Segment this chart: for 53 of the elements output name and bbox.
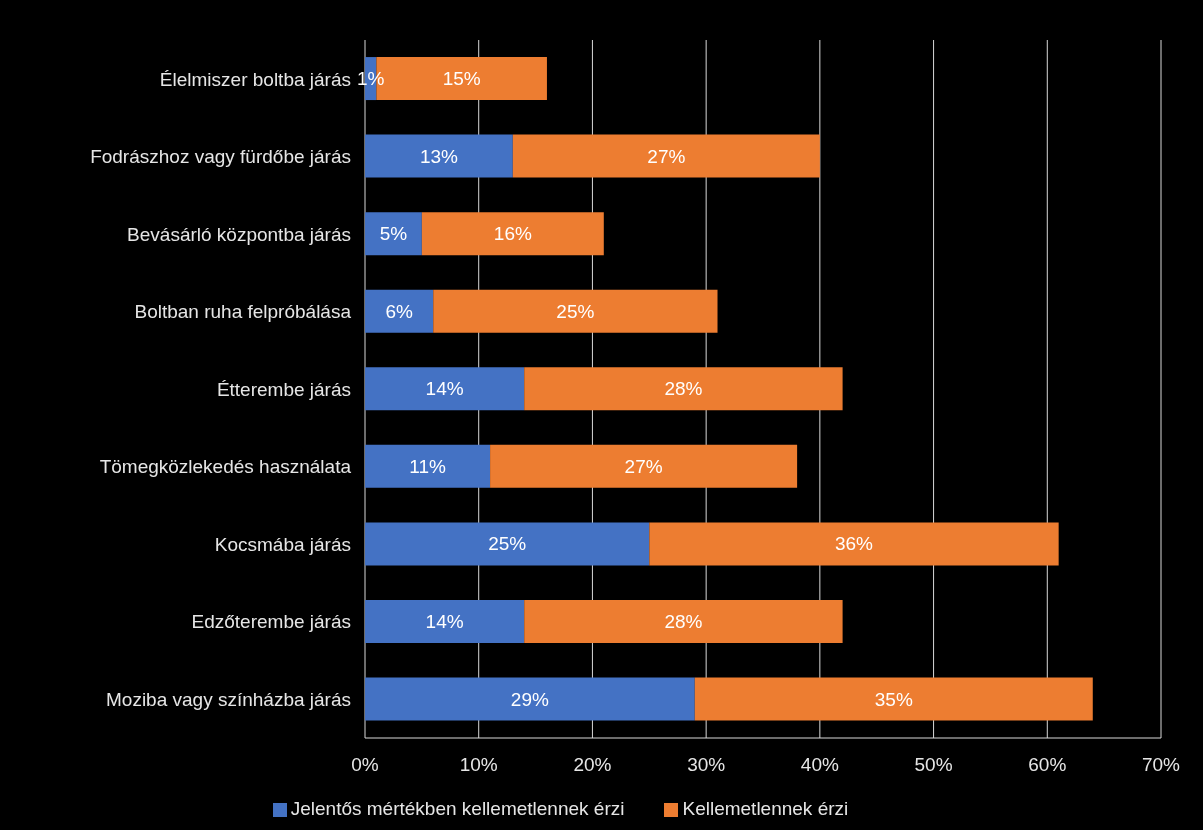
data-label: 29% [510,688,549,710]
data-label: 36% [834,533,874,555]
bar [694,677,1093,721]
data-label: 28% [664,378,703,400]
data-label: 35% [874,688,913,710]
bar [365,522,650,566]
data-label: 15% [442,68,481,90]
x-tick-label: 20% [573,754,612,776]
bar [365,677,695,721]
bar [512,134,820,178]
bar [365,367,525,411]
x-tick-label: 70% [1141,754,1181,776]
bar [490,444,798,488]
data-label: 28% [664,610,703,632]
bar [433,289,718,333]
data-label: 11% [409,455,446,477]
data-label: 27% [647,145,686,167]
data-label: 25% [488,533,527,555]
y-tick-label: Élelmiszer boltba járás [159,68,351,90]
bar [524,367,843,411]
data-label: 27% [624,455,663,477]
y-tick-label: Tömegközlekedés használata [99,456,352,478]
y-tick-label: Moziba vagy színházba járás [105,688,351,710]
y-tick-label: Kocsmába járás [214,533,351,555]
x-tick-label: 50% [914,754,953,776]
y-tick-label: Étterembe járás [216,378,351,400]
data-label: 14% [425,378,464,400]
legend-label: Kellemetlennek érzi [682,798,849,819]
data-label: 1% [356,68,385,90]
x-tick-label: 30% [687,754,726,776]
bar [421,212,604,256]
data-label: 13% [419,145,459,167]
data-label: 6% [385,300,413,322]
y-tick-label: Boltban ruha felpróbálása [134,301,352,323]
bar [365,599,525,643]
bar [365,134,513,178]
bar [649,522,1059,566]
data-label: 16% [493,223,532,245]
x-tick-label: 10% [459,754,498,776]
y-tick-label: Edzőterembe járás [191,611,351,633]
data-label: 25% [556,300,595,322]
x-tick-label: 0% [351,754,379,776]
bar [365,444,491,488]
x-tick-label: 40% [800,754,839,776]
data-label: 14% [425,610,464,632]
legend-label: Jelentős mértékben kellemetlennek érzi [290,798,625,819]
x-tick-label: 60% [1028,754,1067,776]
y-tick-label: Fodrászhoz vagy fürdőbe járás [90,146,351,168]
bar [365,289,434,333]
data-label: 5% [379,223,408,245]
bar [524,599,843,643]
bar [365,212,422,256]
y-tick-label: Bevásárló központba járás [127,223,351,245]
